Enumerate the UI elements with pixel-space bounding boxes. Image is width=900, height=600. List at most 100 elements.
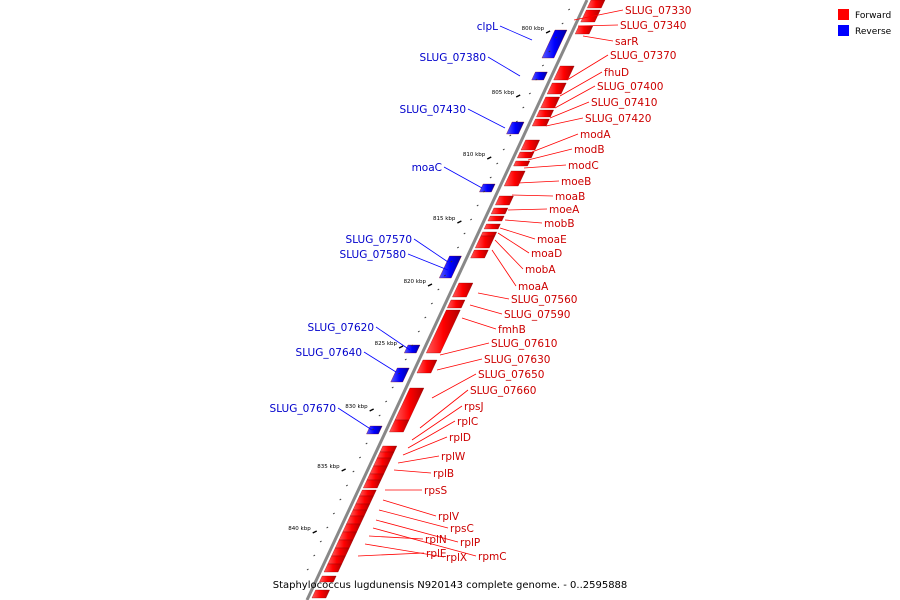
forward-gene-43 [319, 575, 337, 583]
reverse-label-leader [443, 166, 483, 189]
minor-tick [319, 540, 322, 543]
tick-label: 820 kbp [404, 279, 427, 285]
minor-tick [332, 512, 335, 515]
forward-label-leader [375, 519, 459, 543]
forward-gene-35 [349, 509, 368, 517]
minor-tick [411, 344, 414, 347]
reverse-gene-8 [366, 425, 383, 435]
forward-gene-2 [580, 9, 601, 23]
minor-tick [541, 64, 544, 67]
forward-label-leader [545, 117, 584, 127]
forward-gene-label: rplB [433, 468, 454, 480]
reverse-gene-label: SLUG_07380 [420, 52, 486, 64]
tick-label: 805 kbp [492, 90, 515, 96]
tick-label: 825 kbp [375, 341, 398, 347]
reverse-gene-label: SLUG_07670 [270, 403, 336, 415]
minor-tick [372, 428, 375, 431]
tick-label: 800 kbp [522, 26, 545, 32]
forward-gene-31 [363, 479, 382, 489]
forward-gene-label: SLUG_07410 [591, 97, 657, 109]
forward-gene-label: rplE [426, 548, 447, 560]
reverse-gene-2 [531, 71, 548, 81]
reverse-label-leader [363, 351, 397, 373]
minor-tick [548, 50, 551, 53]
minor-tick [385, 400, 388, 403]
forward-label-leader [393, 469, 432, 474]
forward-gene-18 [475, 235, 496, 249]
forward-label-leader [368, 535, 424, 540]
reverse-label-leader [487, 56, 521, 77]
forward-label-leader [491, 249, 517, 287]
minor-tick [561, 22, 564, 25]
tick-label: 835 kbp [317, 464, 340, 470]
forward-gene-41 [327, 555, 346, 565]
major-tick [486, 156, 492, 160]
forward-gene-32 [359, 489, 377, 497]
reverse-label-leader [499, 25, 533, 41]
forward-gene-39 [335, 539, 354, 549]
forward-label-leader [397, 455, 440, 464]
tick-label: 810 kbp [463, 152, 486, 158]
forward-gene-label: SLUG_07590 [504, 309, 570, 321]
reverse-gene-1 [541, 29, 568, 59]
forward-label-leader [549, 101, 590, 119]
forward-gene-13 [495, 195, 514, 206]
minor-tick [424, 316, 427, 319]
legend: Forward Reverse [838, 9, 892, 37]
forward-gene-29 [369, 465, 388, 475]
forward-label-leader [382, 499, 437, 517]
forward-gene-label: SLUG_07340 [620, 20, 686, 32]
minor-tick [313, 554, 316, 557]
forward-gene-label: moeB [561, 176, 591, 188]
minor-tick [456, 246, 460, 249]
forward-gene-label: rpsC [450, 523, 474, 535]
major-tick [369, 408, 374, 412]
forward-gene-label: moaD [531, 248, 562, 260]
forward-gene-label: SLUG_07650 [478, 369, 544, 381]
forward-gene-33 [355, 495, 374, 505]
forward-gene-5 [546, 82, 567, 95]
minor-tick [358, 456, 362, 459]
forward-gene-30 [366, 473, 385, 481]
forward-gene-44 [311, 589, 330, 599]
forward-label-leader [439, 342, 490, 356]
minor-tick [502, 148, 505, 151]
forward-gene-label: rplN [425, 534, 447, 546]
forward-gene-label: SLUG_07630 [484, 354, 550, 366]
forward-label-leader [461, 317, 497, 330]
forward-gene-21 [447, 299, 466, 309]
reverse-label-leader [413, 238, 449, 263]
forward-gene-label: rplD [449, 432, 471, 444]
forward-gene-label: sarR [615, 36, 639, 48]
minor-tick [496, 162, 499, 165]
minor-tick [528, 92, 531, 95]
forward-label-leader [531, 133, 579, 153]
minor-tick [463, 232, 466, 235]
map-caption: Staphylococcus lugdunensis N920143 compl… [273, 580, 628, 591]
reverse-gene-7 [390, 367, 410, 383]
forward-label-leader [378, 509, 449, 529]
major-tick [312, 530, 318, 534]
forward-label-leader [511, 194, 554, 197]
tick-label: 840 kbp [288, 526, 311, 532]
forward-gene-9 [520, 139, 540, 151]
forward-label-leader [469, 304, 503, 315]
forward-gene-label: mobA [525, 264, 556, 276]
forward-gene-label: SLUG_07400 [597, 81, 663, 93]
minor-tick [443, 274, 446, 277]
forward-gene-7 [536, 109, 554, 118]
forward-gene-6 [540, 96, 560, 109]
reverse-genes [366, 29, 568, 435]
forward-label-leader [527, 148, 573, 161]
forward-gene-28 [373, 457, 392, 467]
minor-tick [417, 330, 420, 333]
forward-gene-label: rpmC [478, 551, 507, 563]
forward-gene-15 [487, 215, 505, 222]
forward-gene-label: SLUG_07330 [625, 5, 691, 17]
forward-gene-label: rplX [446, 552, 467, 564]
forward-gene-label: rpsJ [464, 401, 484, 413]
forward-gene-label: rplC [457, 416, 478, 428]
minor-tick [522, 106, 525, 109]
reverse-gene-label: SLUG_07620 [308, 322, 374, 334]
reverse-gene-label: clpL [477, 21, 498, 33]
